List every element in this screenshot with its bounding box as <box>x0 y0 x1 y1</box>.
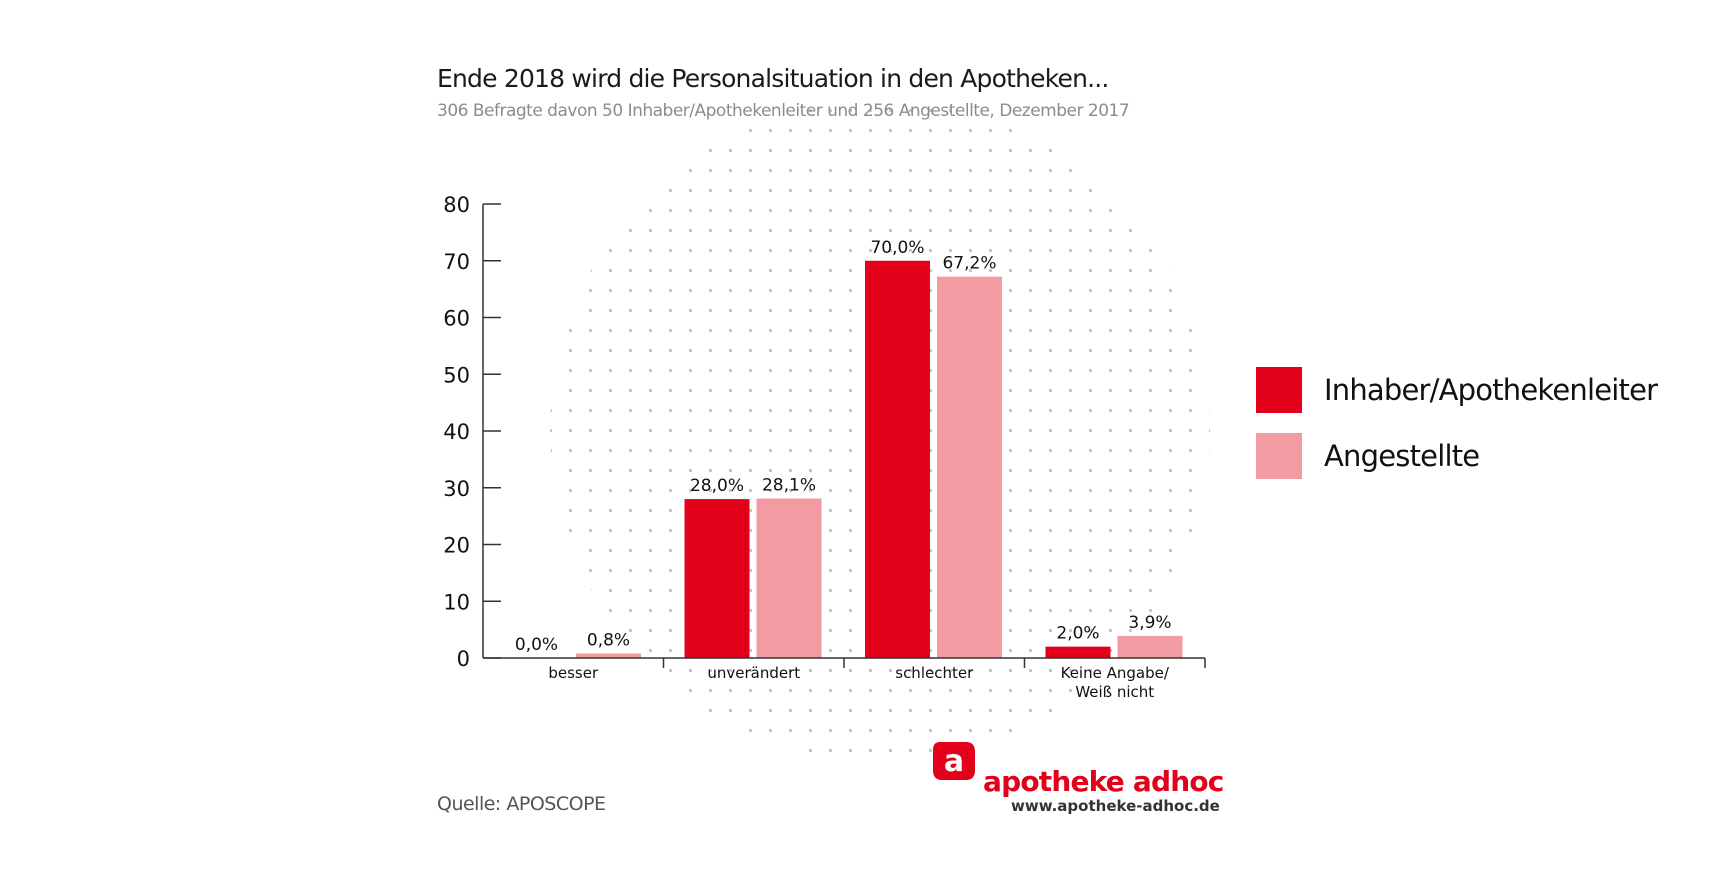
legend-label: Inhaber/Apothekenleiter <box>1324 373 1658 407</box>
chart-subtitle: 306 Befragte davon 50 Inhaber/Apothekenl… <box>437 101 1130 121</box>
data-label: 3,9% <box>1128 613 1171 633</box>
legend-swatch <box>1256 433 1302 479</box>
bar <box>1045 646 1111 658</box>
legend-item-angestellte: Angestellte <box>1256 433 1480 479</box>
brand-url: www.apotheke-adhoc.de <box>1011 797 1220 815</box>
bar <box>937 276 1002 658</box>
data-label: 0,0% <box>515 635 558 655</box>
svg-text:a: a <box>944 744 964 779</box>
y-tick-label: 80 <box>443 193 470 217</box>
bar <box>684 499 750 658</box>
apotheke-adhoc-logo-icon: a <box>933 742 975 780</box>
data-label: 28,0% <box>690 476 744 496</box>
y-tick-label: 40 <box>443 420 470 444</box>
y-tick-label: 60 <box>443 307 470 331</box>
x-tick-label: schlechter <box>895 664 974 682</box>
bar <box>756 498 822 658</box>
data-label: 0,8% <box>587 630 630 650</box>
x-tick-label: unverändert <box>707 664 800 682</box>
data-label: 28,1% <box>762 476 816 496</box>
data-label: 70,0% <box>870 238 924 258</box>
legend-swatch <box>1256 367 1302 413</box>
bar <box>576 653 641 658</box>
legend-item-inhaber: Inhaber/Apothekenleiter <box>1256 367 1658 413</box>
y-tick-label: 70 <box>443 250 470 274</box>
legend-label: Angestellte <box>1324 439 1480 473</box>
y-tick-label: 30 <box>443 477 470 501</box>
data-label: 2,0% <box>1056 624 1099 644</box>
x-tick-label: besser <box>548 664 599 682</box>
x-tick-label: Keine Angabe/ <box>1061 664 1170 682</box>
x-tick-label: Weiß nicht <box>1075 683 1154 701</box>
y-tick-label: 20 <box>443 534 470 558</box>
bar <box>865 260 930 658</box>
y-tick-label: 50 <box>443 363 470 387</box>
bar <box>1117 635 1183 658</box>
y-tick-label: 10 <box>443 590 470 614</box>
y-tick-label: 0 <box>457 647 470 671</box>
source-note: Quelle: APOSCOPE <box>437 793 606 815</box>
data-label: 67,2% <box>942 254 996 274</box>
chart-title: Ende 2018 wird die Personalsituation in … <box>437 64 1109 93</box>
brand-name: apotheke adhoc <box>983 765 1224 798</box>
